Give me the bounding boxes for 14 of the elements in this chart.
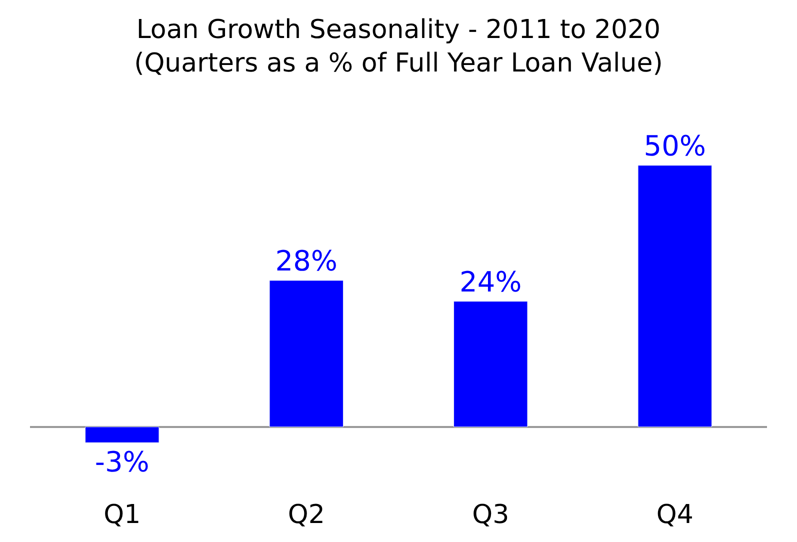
x-tick-label: Q4: [656, 500, 694, 530]
bar: [454, 301, 528, 428]
x-tick-label: Q1: [104, 500, 141, 530]
data-label: -3%: [94, 446, 150, 479]
chart-title: Loan Growth Seasonality - 2011 to 2020: [136, 14, 661, 45]
bar: [638, 165, 712, 428]
x-tick-label: Q2: [288, 500, 325, 530]
data-label: 28%: [275, 244, 338, 278]
data-label: 50%: [644, 129, 706, 162]
x-tick-label: Q3: [472, 500, 510, 530]
bar: [85, 426, 160, 443]
chart-subtitle: (Quarters as a % of Full Year Loan Value): [134, 48, 663, 79]
data-label: 24%: [460, 265, 522, 298]
bar: [269, 280, 344, 428]
